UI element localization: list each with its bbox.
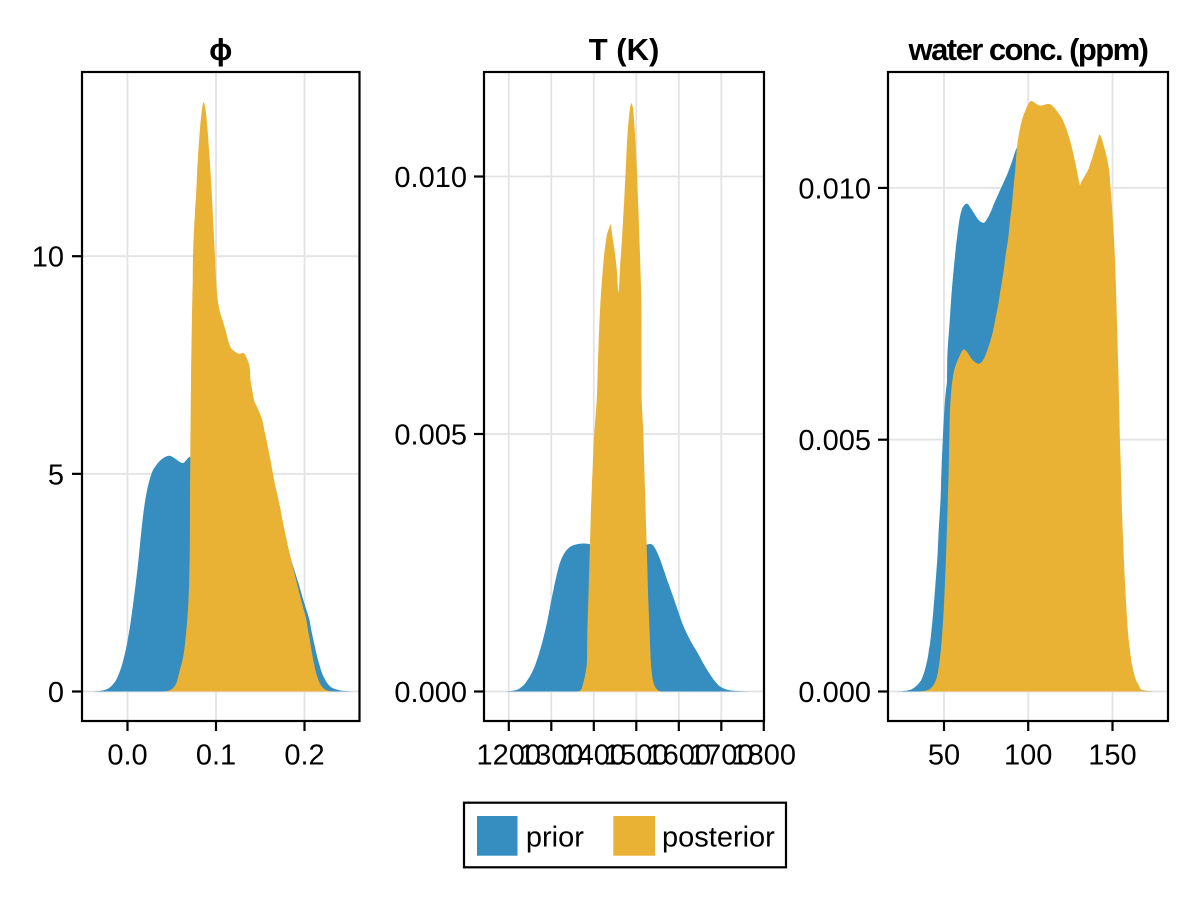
- svg-text:100: 100: [1004, 740, 1052, 772]
- svg-text:0: 0: [48, 677, 64, 709]
- svg-text:1500: 1500: [604, 740, 669, 772]
- svg-text:1600: 1600: [647, 740, 712, 772]
- svg-text:1300: 1300: [519, 740, 584, 772]
- svg-text:1800: 1800: [732, 740, 797, 772]
- svg-text:ϕ: ϕ: [209, 32, 232, 67]
- svg-text:prior: prior: [526, 821, 584, 853]
- svg-text:0.000: 0.000: [394, 677, 467, 709]
- svg-text:0.005: 0.005: [394, 419, 467, 451]
- svg-text:posterior: posterior: [662, 821, 775, 853]
- svg-text:water conc. (ppm): water conc. (ppm): [908, 32, 1148, 67]
- svg-text:50: 50: [928, 740, 960, 772]
- svg-text:0.000: 0.000: [798, 677, 871, 709]
- svg-text:0.010: 0.010: [394, 162, 467, 194]
- svg-text:1200: 1200: [477, 740, 542, 772]
- svg-text:0.010: 0.010: [798, 173, 871, 205]
- svg-text:T (K): T (K): [589, 32, 660, 67]
- svg-text:0.2: 0.2: [284, 740, 324, 772]
- svg-text:5: 5: [48, 459, 64, 491]
- svg-text:150: 150: [1088, 740, 1136, 772]
- svg-text:1400: 1400: [562, 740, 627, 772]
- svg-text:0.0: 0.0: [107, 740, 147, 772]
- svg-text:0.1: 0.1: [196, 740, 236, 772]
- svg-text:10: 10: [32, 242, 64, 274]
- svg-text:0.005: 0.005: [798, 425, 871, 457]
- svg-text:1700: 1700: [689, 740, 754, 772]
